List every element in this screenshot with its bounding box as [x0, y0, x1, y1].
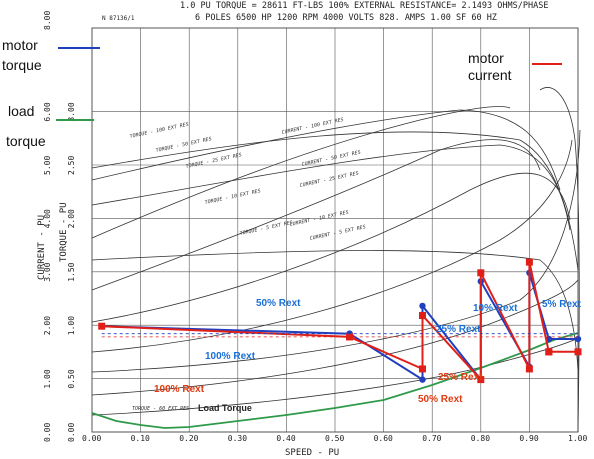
printed-curve-label: TORQUE - 5 EXT RES [239, 220, 293, 237]
y-tick-label-outer: 6.00 [43, 102, 52, 121]
overlay-series [91, 258, 582, 429]
rext-annotations: 50% Rext 10% Rext 5% Rext 25% Rext 100% … [132, 298, 582, 413]
y-tick-label-outer: 1.00 [43, 369, 52, 388]
legend-load-torque-line1: load [8, 103, 34, 119]
y-tick-label-inner: 2.50 [67, 156, 76, 175]
point-motor-current [574, 348, 582, 356]
point-motor-torque [419, 376, 426, 383]
point-motor-current [525, 258, 533, 266]
y-tick-label-inner: 0.00 [67, 423, 76, 442]
printed-curve-5 [91, 109, 561, 191]
printed-curve-label: CURRENT - 25 EXT RES [299, 171, 359, 189]
point-motor-torque [574, 335, 582, 343]
annot-blue-5: 5% Rext [542, 299, 582, 310]
printed-curve-7 [91, 131, 579, 271]
y-tick-label-outer: 5.00 [43, 156, 52, 175]
series-line-motor-torque [101, 272, 578, 383]
y-tick-label-inner: 0.50 [67, 369, 76, 388]
point-motor-current [418, 312, 426, 320]
annot-red-100: 100% Rext [154, 384, 205, 395]
point-motor-current [525, 365, 533, 373]
y-tick-label-outer: 3.00 [43, 262, 52, 281]
x-axis-label: SPEED - PU [285, 448, 339, 458]
x-tick-label: 0.50 [325, 434, 344, 443]
header-corner: N 87136/1 [102, 15, 135, 22]
annot-blue-10: 10% Rext [473, 303, 518, 314]
printed-load-label: TORQUE - 60 EXT RES [132, 406, 189, 412]
printed-curve-label: CURRENT - 5 EXT RES [309, 224, 366, 242]
x-tick-label: 1.00 [568, 434, 587, 443]
axes: 1.0 PU TORQUE = 28611 FT-LBS 100% EXTERN… [37, 1, 548, 458]
y-tick-label-inner: 1.50 [67, 262, 76, 281]
x-tick-label: 0.80 [471, 434, 490, 443]
annot-blue-25: 25% Rext [436, 324, 481, 335]
printed-curve-8 [91, 250, 579, 371]
point-motor-torque [419, 302, 426, 310]
annot-blue-50: 50% Rext [256, 298, 301, 309]
x-tick-label: 0.60 [374, 434, 393, 443]
annot-blue-100: 100% Rext [205, 351, 256, 362]
y-tick-label-outer: 4.00 [43, 209, 52, 228]
legend-motor-torque-line1: motor [2, 37, 38, 53]
x-tick-label: 0.00 [82, 434, 101, 443]
point-motor-current [477, 376, 485, 384]
printed-curve-label: TORQUE - 50 EXT RES [155, 136, 212, 154]
printed-curve-label: CURRENT - 10 EXT RES [289, 210, 349, 228]
y-tick-label-outer-top: 8.00 [43, 11, 52, 30]
annot-red-50: 50% Rext [418, 394, 463, 405]
x-tick-label: 0.90 [519, 434, 538, 443]
printed-curve-6 [91, 144, 571, 231]
y-axis-label-inner: TORQUE - PU [59, 202, 69, 262]
y-tick-label-inner: 2.00 [67, 209, 76, 228]
printed-curve-label: TORQUE - 10 EXT RES [204, 188, 261, 206]
point-motor-current [418, 365, 426, 373]
point-motor-current [98, 322, 106, 330]
y-tick-label-inner: 3.00 [67, 102, 76, 121]
x-tick-label: 0.30 [228, 434, 247, 443]
legend-load-torque-line2: torque [6, 133, 46, 149]
legend: motor torque load torque motor current [2, 37, 562, 149]
legend-motor-current-line1: motor [468, 50, 504, 66]
printed-curve-9 [539, 87, 580, 433]
x-tick-label: 0.10 [131, 434, 150, 443]
series-line-motor-current [101, 261, 578, 383]
printed-curve-10 [91, 279, 579, 396]
legend-motor-current-line2: current [468, 67, 512, 83]
x-tick-label: 0.20 [179, 434, 198, 443]
printed-curve-2 [91, 172, 571, 323]
plot-grid: 0.00 0.10 0.20 0.30 0.40 0.50 0.60 0.70 0.80 0.90… [43, 11, 587, 443]
y-tick-label-outer: 2.00 [43, 316, 52, 335]
x-tick-label: 0.70 [422, 434, 441, 443]
printed-curve-label: TORQUE - 25 EXT RES [185, 152, 242, 170]
header-line-1: 1.0 PU TORQUE = 28611 FT-LBS 100% EXTERN… [180, 1, 548, 11]
legend-motor-torque-line2: torque [2, 57, 42, 73]
y-tick-label-outer: 0.00 [43, 423, 52, 442]
printed-curve-0 [91, 106, 511, 239]
y-axis-label-outer: CURRENT - PU [37, 215, 47, 280]
printed-curve-1 [91, 139, 541, 291]
y-tick-label-inner: 1.00 [67, 316, 76, 335]
point-motor-current [545, 348, 553, 356]
x-tick-label: 0.40 [276, 434, 295, 443]
printed-curve-label: TORQUE - 100 EXT RES [129, 122, 189, 140]
load-torque-label: Load Torque [198, 403, 252, 413]
point-motor-current [477, 269, 485, 277]
header-line-2: 6 POLES 6500 HP 1200 RPM 4000 VOLTS 828.… [195, 13, 497, 23]
annot-red-25: 25% Rext [438, 372, 483, 383]
